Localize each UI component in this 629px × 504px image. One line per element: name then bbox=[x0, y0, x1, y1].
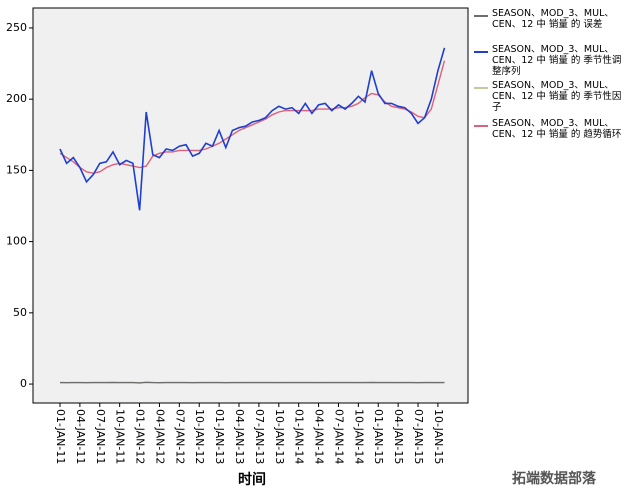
x-tick-label: 07-JAN-11 bbox=[94, 409, 107, 464]
x-tick-label: 10-JAN-12 bbox=[193, 409, 206, 464]
x-tick-label: 07-JAN-15 bbox=[412, 409, 425, 464]
y-tick-label: 0 bbox=[20, 377, 27, 390]
x-tick-label: 07-JAN-12 bbox=[173, 409, 186, 464]
x-tick-label: 04-JAN-13 bbox=[233, 409, 246, 464]
x-tick-label: 10-JAN-13 bbox=[273, 409, 286, 464]
x-tick-label: 04-JAN-14 bbox=[313, 409, 326, 464]
legend-label: SEASON、MOD_3、MUL、CEN、12 中 销量 的 季节性调整序列 bbox=[492, 44, 622, 77]
plot-area bbox=[32, 7, 469, 404]
legend-label: SEASON、MOD_3、MUL、CEN、12 中 销量 的 季节性因子 bbox=[492, 80, 622, 113]
x-tick-label: 10-JAN-14 bbox=[352, 409, 365, 464]
legend-label: SEASON、MOD_3、MUL、CEN、12 中 销量 的 误差 bbox=[492, 8, 614, 30]
x-tick-label: 07-JAN-14 bbox=[332, 409, 345, 464]
y-tick-label: 150 bbox=[6, 163, 27, 176]
series-line bbox=[59, 381, 445, 384]
x-tick-label: 01-JAN-14 bbox=[293, 409, 306, 464]
x-tick-label: 04-JAN-15 bbox=[392, 409, 405, 464]
legend-label: SEASON、MOD_3、MUL、CEN、12 中 销量 的 趋势循环 bbox=[492, 118, 622, 140]
x-tick-label: 01-JAN-13 bbox=[213, 409, 226, 464]
x-tick-label: 10-JAN-15 bbox=[432, 409, 445, 464]
x-axis-title: 时间 bbox=[238, 471, 266, 488]
x-tick-label: 10-JAN-11 bbox=[114, 409, 127, 464]
x-tick-label: 01-JAN-12 bbox=[134, 409, 147, 464]
series-line bbox=[59, 47, 446, 211]
watermark: 拓端数据部落 bbox=[512, 471, 596, 487]
y-tick-label: 50 bbox=[13, 306, 27, 319]
y-tick-label: 100 bbox=[6, 235, 27, 248]
x-tick-label: 01-JAN-11 bbox=[54, 409, 67, 464]
x-tick-label: 04-JAN-12 bbox=[153, 409, 166, 464]
x-tick-label: 01-JAN-15 bbox=[372, 409, 385, 464]
y-tick-label: 200 bbox=[6, 92, 27, 105]
x-tick-label: 07-JAN-13 bbox=[253, 409, 266, 464]
y-tick-label: 250 bbox=[6, 21, 27, 34]
x-tick-label: 04-JAN-11 bbox=[74, 409, 87, 464]
